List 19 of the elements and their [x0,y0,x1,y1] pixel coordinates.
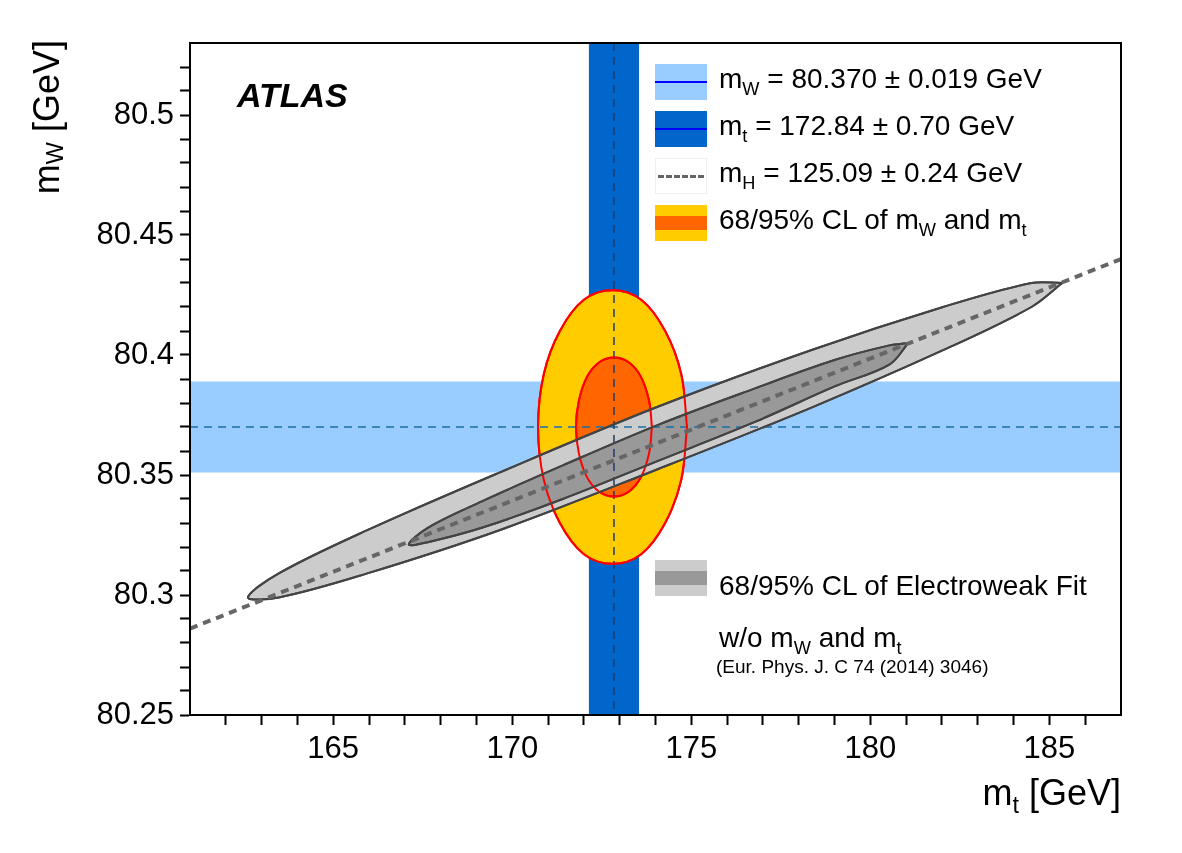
x-tick-label: 170 [486,730,539,766]
x-tick-label: 180 [844,730,897,766]
x-tick-label: 165 [307,730,360,766]
x-tick-label: 175 [665,730,718,766]
y-tick-label: 80.25 [96,695,174,731]
legend-label: 68/95% CL of Electroweak Fit w/o m$_{W}$ and m$_{t}$ [719,570,1087,658]
annotation: (Eur. Phys. J. C 74 (2014) 3046) [716,656,989,678]
annotation: ATLAS [237,76,348,115]
y-tick-label: 80.3 [113,575,174,611]
band-label: m$_{t}$ = 172.84 ± 0.70 GeV [719,110,1015,147]
y-tick-label: 80.35 [96,455,174,491]
x-axis-title: m$_{t}$ [GeV] [982,772,1121,820]
x-tick-label: 185 [1023,730,1076,766]
legend-label: m$_{H}$ = 125.09 ± 0.24 GeV [719,157,1023,194]
y-tick-label: 80.4 [113,335,174,371]
legend-label: 68/95% CL of m$_{W}$ and m$_{t}$ [719,204,1027,241]
legend-label: m$_{W}$ = 80.370 ± 0.019 GeV [719,63,1042,100]
y-tick-label: 80.45 [96,215,174,251]
y-tick-label: 80.5 [113,95,174,131]
